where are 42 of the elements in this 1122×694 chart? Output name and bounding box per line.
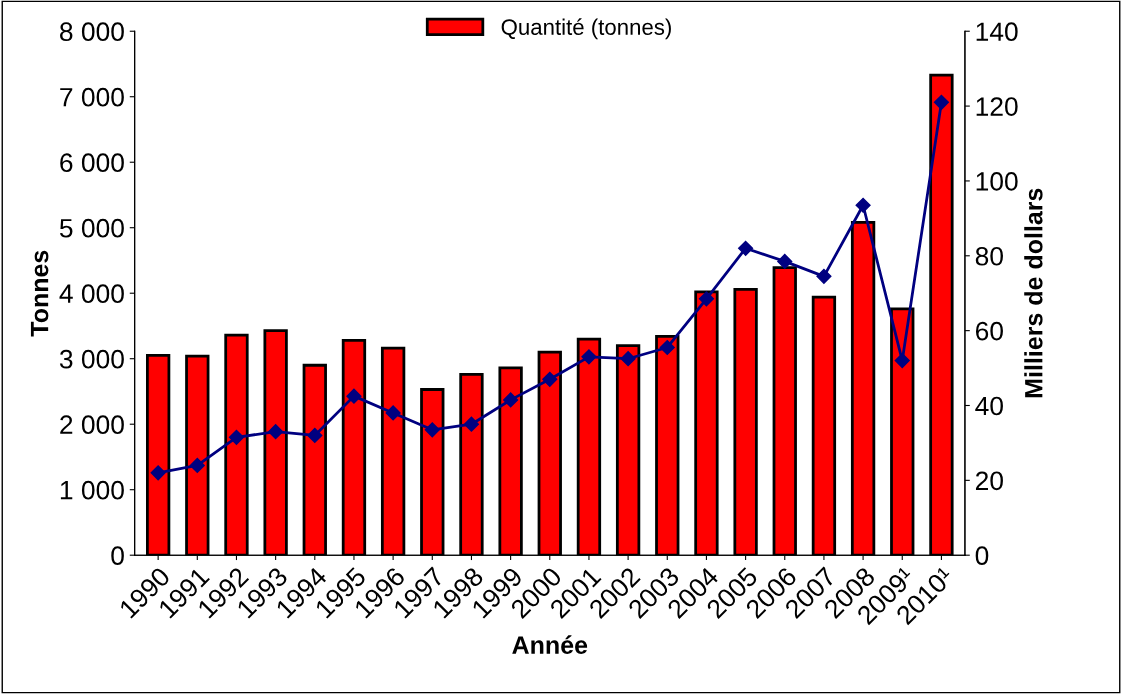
point	[542, 371, 558, 387]
point	[463, 416, 480, 432]
point	[933, 94, 949, 110]
y2-tick-label: 40	[975, 396, 1003, 416]
point	[816, 268, 832, 284]
y-tick-label: 6 000	[60, 153, 124, 173]
point	[268, 424, 284, 440]
point	[659, 339, 675, 356]
y-tick-label: 4 000	[59, 284, 124, 304]
y2-tick-label: 120	[976, 97, 1018, 116]
y2-axis-title: Milliers de dollars	[1024, 188, 1043, 398]
point	[738, 240, 754, 256]
y-tick-label: 3 000	[59, 349, 124, 369]
point	[346, 388, 362, 404]
y-tick-label: 2 000	[60, 415, 124, 435]
y2-tick-label: 20	[975, 471, 1003, 491]
point	[894, 353, 910, 369]
y-tick-label: 7 000	[60, 87, 124, 107]
y2-tick-label: 80	[975, 246, 1003, 266]
point	[307, 427, 323, 444]
y-axis-title: Tonnes	[30, 250, 49, 337]
point	[777, 253, 793, 269]
y-tick-label: 1 000	[60, 480, 124, 500]
point	[503, 392, 519, 408]
point	[620, 351, 636, 367]
y-tick-label: 5 000	[59, 218, 124, 238]
y-tick-label: 8 000	[60, 22, 124, 42]
y2-tick-label: 140	[976, 22, 1018, 42]
point	[855, 197, 871, 213]
x-axis-title: Année	[512, 635, 588, 654]
point	[189, 457, 205, 473]
point	[150, 465, 166, 481]
y-tick-label: 0	[111, 546, 124, 566]
point	[385, 405, 401, 421]
point	[228, 429, 245, 445]
y2-tick-label: 60	[975, 321, 1003, 341]
y2-tick-label: 0	[975, 546, 989, 566]
legend-label: Quantité (tonnes)	[501, 18, 671, 40]
y2-tick-label: 100	[976, 172, 1018, 191]
point	[581, 349, 597, 365]
point	[424, 422, 440, 438]
point	[698, 291, 715, 307]
